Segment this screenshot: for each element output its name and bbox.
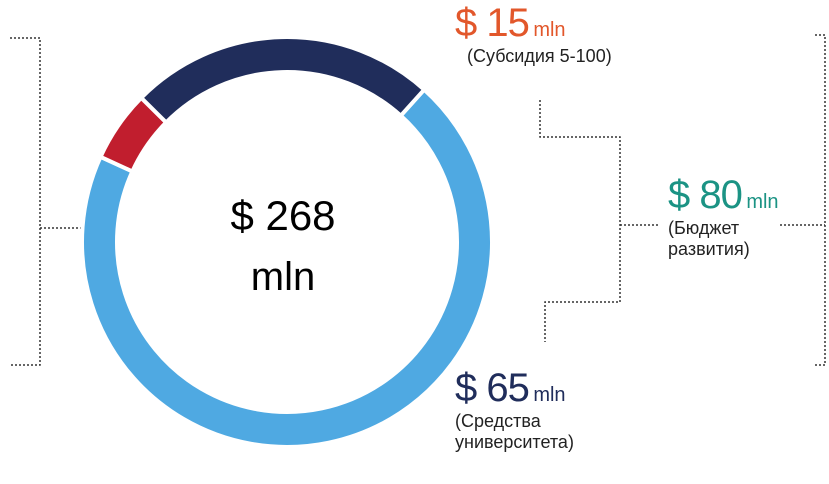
- value-label: $ 15: [455, 1, 530, 45]
- donut-segment: [138, 35, 427, 126]
- segment-label: $ 65 mln (Средства университета): [455, 365, 605, 452]
- group-name: (Бюджет развития): [668, 218, 750, 259]
- value-unit: mln: [533, 19, 566, 41]
- right-bracket: [780, 34, 826, 366]
- segment-label: $ 15 mln (Субсидия 5-100): [455, 0, 687, 67]
- group-label: $ 80 mln (Бюджет развития): [668, 172, 779, 259]
- value-unit: mln: [533, 384, 566, 406]
- total-unit: mln: [251, 255, 315, 299]
- total-label: $ 268: [230, 192, 335, 239]
- group-unit: mln: [746, 191, 779, 213]
- left-bracket: [10, 37, 82, 366]
- category-label: (Средства университета): [455, 411, 574, 452]
- value-label: $ 65: [455, 366, 530, 410]
- donut-segment: [80, 86, 494, 449]
- group-bracket: [539, 100, 660, 342]
- category-label: (Субсидия 5-100): [467, 46, 612, 66]
- group-value: $ 80: [668, 173, 743, 217]
